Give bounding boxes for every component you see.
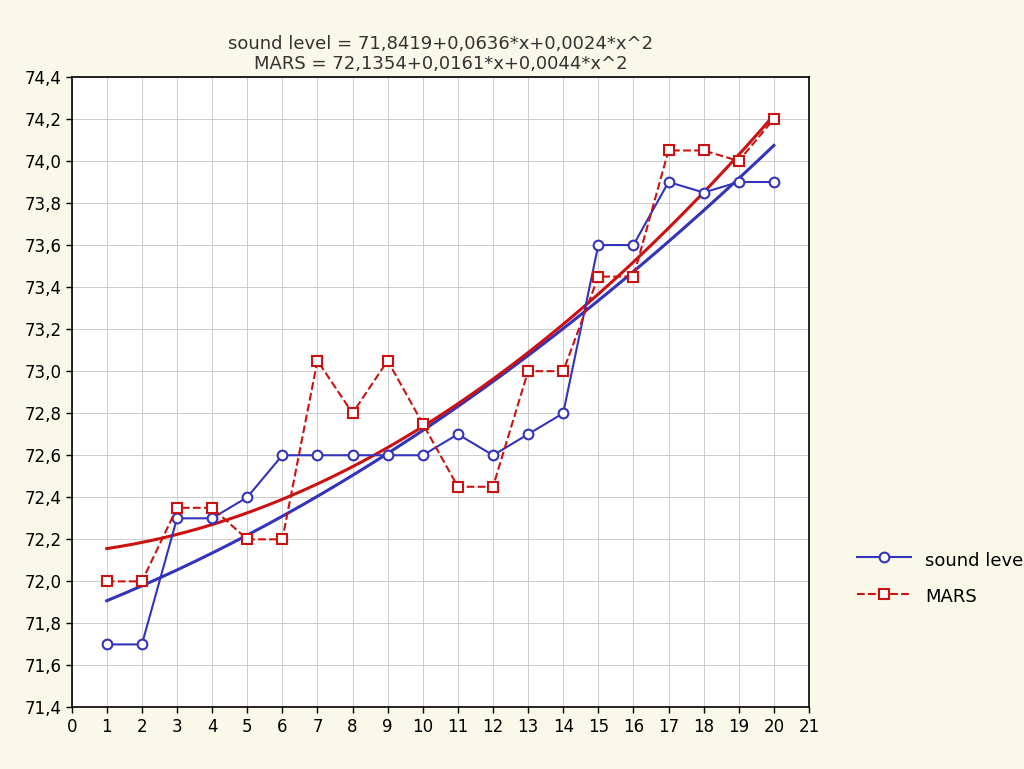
MARS <box>663 146 675 155</box>
MARS <box>768 115 780 124</box>
MARS <box>382 356 394 365</box>
MARS <box>557 367 569 376</box>
MARS <box>452 482 464 491</box>
sound level <box>136 640 148 649</box>
sound level <box>452 430 464 439</box>
sound level <box>592 241 604 250</box>
sound level <box>100 640 113 649</box>
MARS <box>592 272 604 281</box>
MARS <box>346 408 358 418</box>
sound level <box>628 241 640 250</box>
MARS <box>171 503 183 512</box>
sound level <box>311 451 324 460</box>
MARS <box>276 534 289 544</box>
sound level <box>417 451 429 460</box>
MARS <box>206 503 218 512</box>
MARS <box>522 367 535 376</box>
sound level <box>486 451 499 460</box>
MARS <box>628 272 640 281</box>
sound level <box>171 514 183 523</box>
MARS <box>241 534 253 544</box>
sound level <box>732 178 744 187</box>
Line: MARS: MARS <box>102 114 778 586</box>
MARS <box>136 577 148 586</box>
MARS <box>732 156 744 165</box>
sound level <box>382 451 394 460</box>
MARS <box>697 146 710 155</box>
sound level <box>206 514 218 523</box>
Line: sound level: sound level <box>102 177 778 649</box>
sound level <box>663 178 675 187</box>
sound level <box>522 430 535 439</box>
sound level <box>241 493 253 502</box>
MARS <box>100 577 113 586</box>
MARS <box>486 482 499 491</box>
Legend: sound level, MARS: sound level, MARS <box>848 540 1024 617</box>
sound level <box>276 451 289 460</box>
sound level <box>557 408 569 418</box>
sound level <box>346 451 358 460</box>
MARS <box>417 419 429 428</box>
Text: sound level = 71,8419+0,0636*x+0,0024*x^2
MARS = 72,1354+0,0161*x+0,0044*x^2: sound level = 71,8419+0,0636*x+0,0024*x^… <box>227 35 653 73</box>
sound level <box>768 178 780 187</box>
MARS <box>311 356 324 365</box>
sound level <box>697 188 710 197</box>
